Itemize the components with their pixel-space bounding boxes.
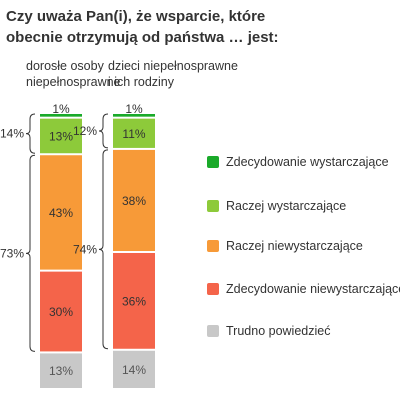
bar-value-label-0-0: 1% xyxy=(52,102,70,116)
category-label-children-line2: i ich rodziny xyxy=(108,75,174,89)
category-label-children: dzieci niepełnosprawne i ich rodziny xyxy=(108,58,238,90)
legend-swatch-2 xyxy=(207,240,219,252)
bar-value-label-0-4: 13% xyxy=(49,364,73,378)
negative-0-total-label: 73% xyxy=(0,246,24,260)
bar-value-label-1-0: 1% xyxy=(125,102,143,116)
legend-swatch-0 xyxy=(207,156,219,168)
legend-swatch-4 xyxy=(207,325,219,337)
legend-swatch-1 xyxy=(207,200,219,212)
legend-label-0: Zdecydowanie wystarczające xyxy=(226,155,389,169)
bar-segment-1-0 xyxy=(113,114,155,117)
bar-segment-1-4 xyxy=(113,350,155,388)
legend-label-1: Raczej wystarczające xyxy=(226,199,347,213)
legend-swatch-3 xyxy=(207,283,219,295)
chart-title: Czy uważa Pan(i), że wsparcie, które obe… xyxy=(6,8,279,46)
bar-segment-1-1 xyxy=(113,118,155,148)
legend-label-3: Zdecydowanie niewystarczające xyxy=(226,282,400,296)
bar-value-label-0-1: 13% xyxy=(49,129,73,143)
negative-1-brace xyxy=(98,149,109,350)
bar-segment-0-3 xyxy=(40,271,82,352)
bar-value-label-1-1: 11% xyxy=(122,127,145,141)
category-label-children-line1: dzieci niepełnosprawne xyxy=(108,59,238,73)
bar-segment-0-0 xyxy=(40,114,82,117)
category-label-adults-line2: niepełnosprawne xyxy=(26,75,121,89)
bar-segment-1-2 xyxy=(113,149,155,251)
category-label-adults: dorosłe osoby niepełnosprawne xyxy=(26,58,121,90)
bar-segment-0-4 xyxy=(40,353,82,388)
bar-value-label-0-2: 43% xyxy=(49,206,73,220)
bar-segment-1-3 xyxy=(113,253,155,349)
bar-segment-0-1 xyxy=(40,118,82,154)
legend-item-1: Raczej wystarczające xyxy=(207,198,346,214)
legend-label-4: Trudno powiedzieć xyxy=(226,324,331,338)
bar-value-label-1-4: 14% xyxy=(122,363,146,377)
positive-0-total-label: 14% xyxy=(0,127,24,141)
legend-label-2: Raczej niewystarczające xyxy=(226,239,363,253)
legend-item-2: Raczej niewystarczające xyxy=(207,238,363,254)
legend-item-4: Trudno powiedzieć xyxy=(207,323,330,339)
positive-1-total-label: 12% xyxy=(73,124,97,138)
bar-segment-0-2 xyxy=(40,155,82,270)
positive-1-brace xyxy=(98,113,109,149)
bar-value-label-1-3: 36% xyxy=(122,294,146,308)
legend-item-3: Zdecydowanie niewystarczające xyxy=(207,281,400,297)
category-label-adults-line1: dorosłe osoby xyxy=(26,59,104,73)
legend-item-0: Zdecydowanie wystarczające xyxy=(207,154,389,170)
bar-value-label-1-2: 38% xyxy=(122,194,146,208)
bar-value-label-0-3: 30% xyxy=(49,305,73,319)
positive-0-brace xyxy=(25,113,36,154)
negative-0-brace xyxy=(25,154,36,352)
negative-1-total-label: 74% xyxy=(73,242,97,256)
